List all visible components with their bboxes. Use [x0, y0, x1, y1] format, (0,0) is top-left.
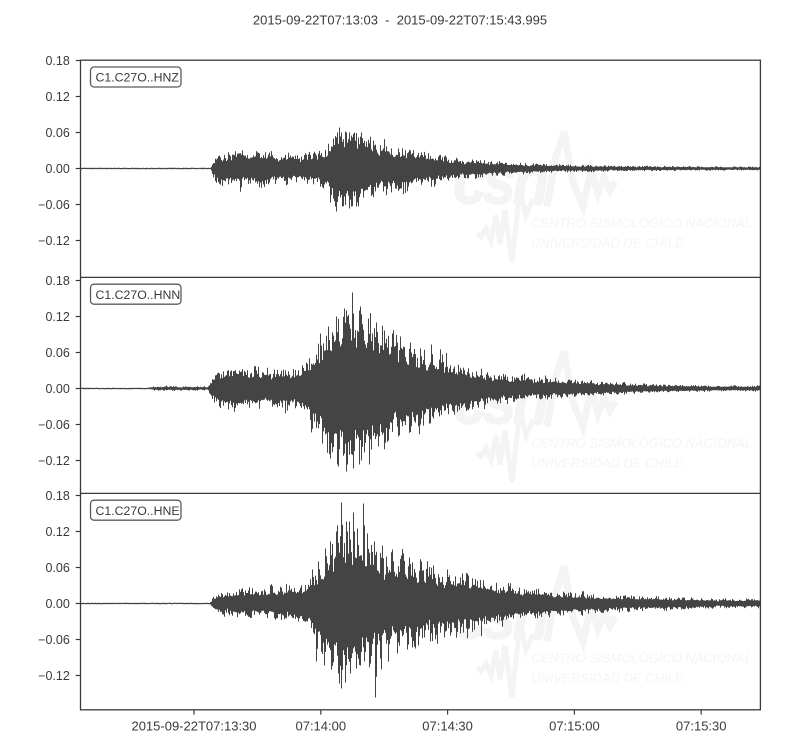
svg-text:csn: csn — [453, 142, 547, 218]
svg-text:0.06: 0.06 — [45, 346, 69, 360]
svg-text:07:15:00: 07:15:00 — [549, 719, 600, 734]
svg-text:0.06: 0.06 — [45, 561, 69, 575]
svg-text:C1.C27O..HNZ: C1.C27O..HNZ — [96, 71, 180, 85]
svg-text:−0.12: −0.12 — [38, 454, 70, 468]
svg-text:−0.12: −0.12 — [38, 234, 70, 248]
svg-text:07:14:00: 07:14:00 — [295, 719, 346, 734]
svg-text:CENTRO SISMOLÓGICO NACIONAL: CENTRO SISMOLÓGICO NACIONAL — [531, 436, 752, 451]
svg-text:07:14:30: 07:14:30 — [422, 719, 473, 734]
svg-text:UNIVERSIDAD DE CHILE: UNIVERSIDAD DE CHILE — [531, 456, 684, 471]
svg-text:UNIVERSIDAD DE CHILE: UNIVERSIDAD DE CHILE — [531, 236, 684, 251]
svg-text:CENTRO SISMOLÓGICO NACIONAL: CENTRO SISMOLÓGICO NACIONAL — [531, 216, 752, 231]
svg-text:0.00: 0.00 — [45, 162, 69, 176]
svg-text:0.06: 0.06 — [45, 126, 69, 140]
svg-text:0.18: 0.18 — [45, 54, 69, 68]
svg-text:0.12: 0.12 — [45, 310, 69, 324]
svg-text:−0.06: −0.06 — [38, 418, 70, 432]
svg-text:07:15:30: 07:15:30 — [676, 719, 727, 734]
svg-text:UNIVERSIDAD DE CHILE: UNIVERSIDAD DE CHILE — [531, 671, 684, 686]
svg-text:−0.12: −0.12 — [38, 669, 70, 683]
svg-text:0.00: 0.00 — [45, 597, 69, 611]
svg-text:2015-09-22T07:13:30: 2015-09-22T07:13:30 — [131, 719, 256, 734]
svg-text:0.12: 0.12 — [45, 90, 69, 104]
svg-text:0.18: 0.18 — [45, 274, 69, 288]
svg-text:0.18: 0.18 — [45, 489, 69, 503]
svg-text:CENTRO SISMOLÓGICO NACIONAL: CENTRO SISMOLÓGICO NACIONAL — [531, 651, 752, 666]
svg-text:−0.06: −0.06 — [38, 633, 70, 647]
svg-text:C1.C27O..HNE: C1.C27O..HNE — [96, 504, 180, 518]
svg-text:0.00: 0.00 — [45, 382, 69, 396]
svg-text:C1.C27O..HNN: C1.C27O..HNN — [96, 288, 181, 302]
svg-text:2015-09-22T07:13:03 - 2015-0: 2015-09-22T07:13:03 - 2015-09-22T07:15:4… — [253, 13, 547, 28]
svg-text:−0.06: −0.06 — [38, 198, 70, 212]
svg-text:0.12: 0.12 — [45, 525, 69, 539]
